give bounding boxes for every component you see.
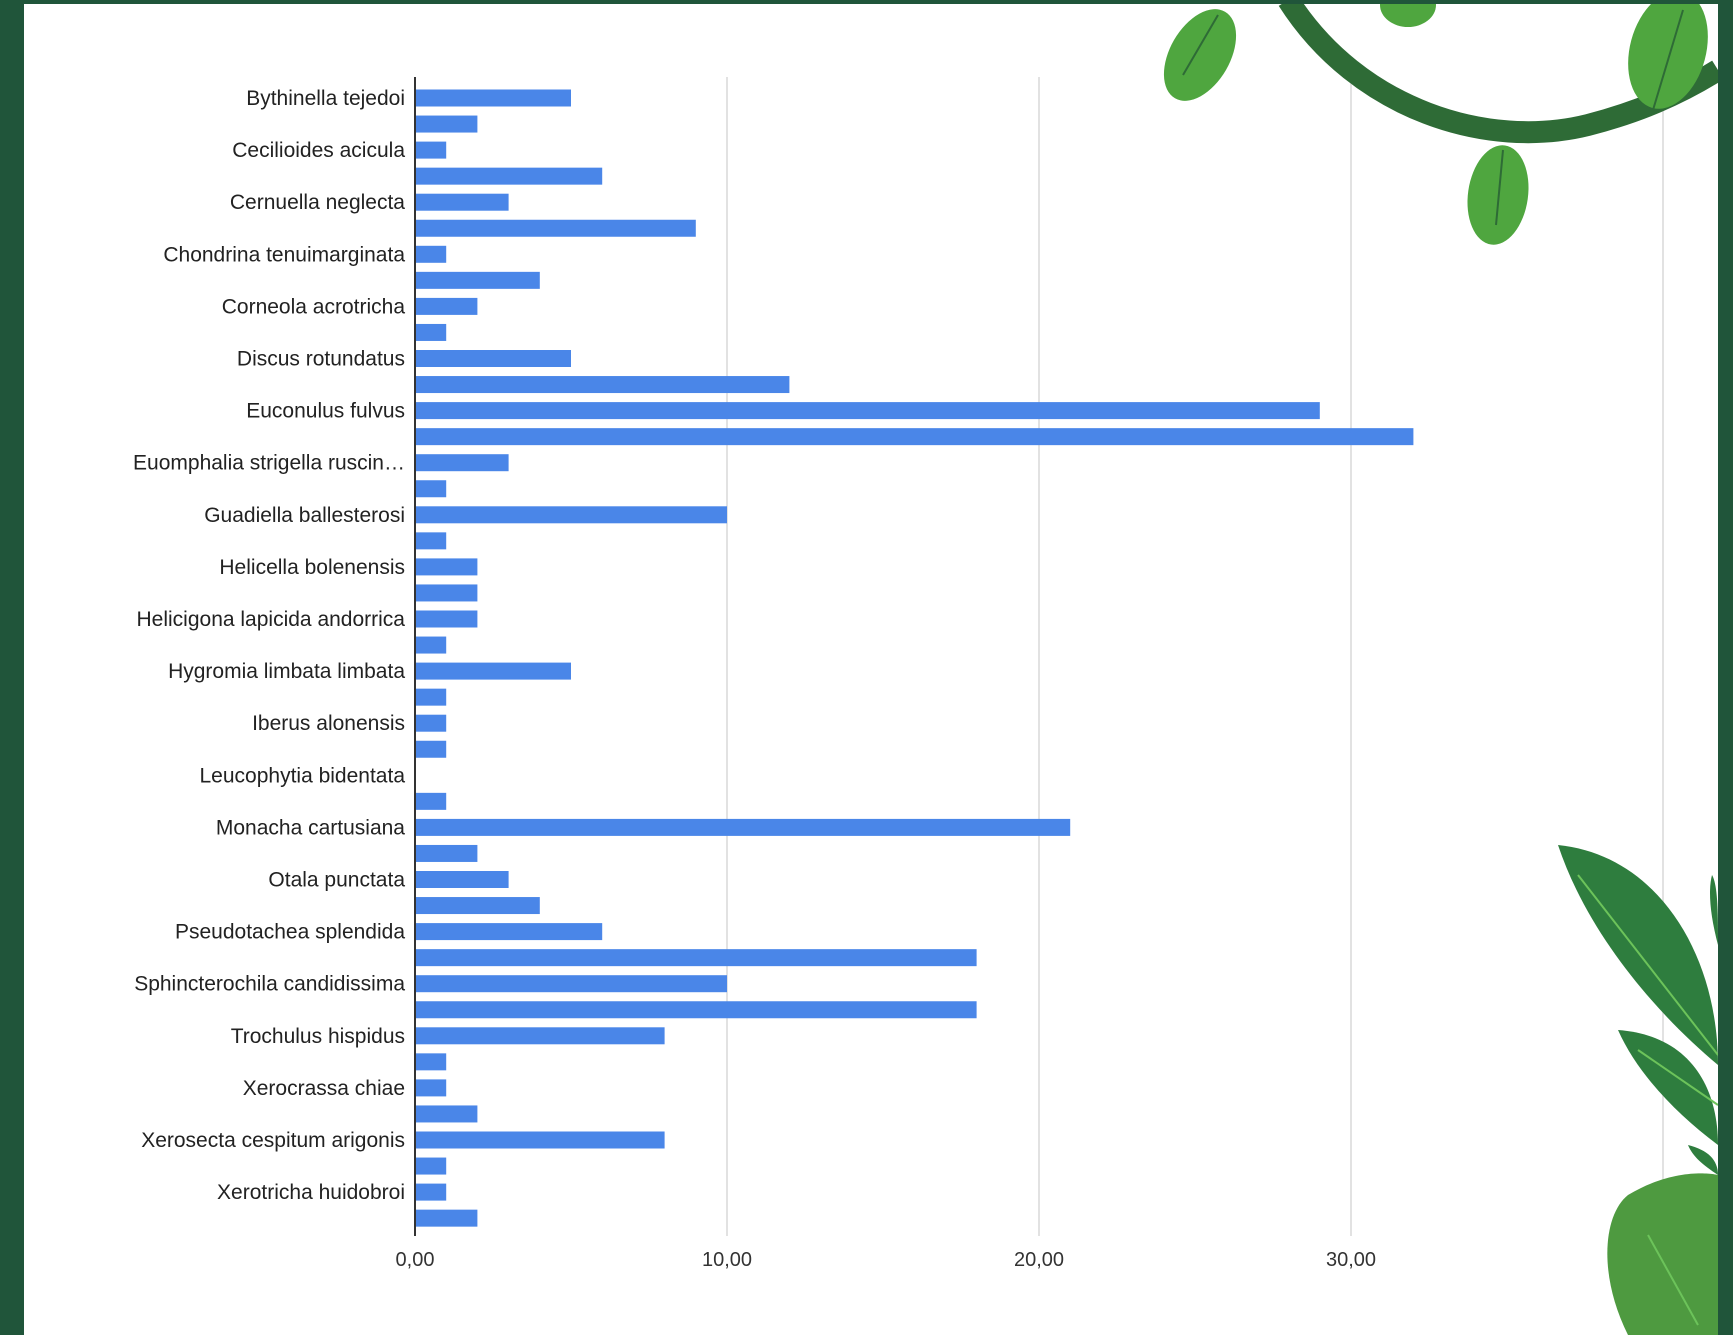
bar	[415, 141, 447, 159]
bar	[415, 792, 447, 810]
category-label: Helicella bolenensis	[219, 556, 405, 579]
bar	[415, 1183, 447, 1201]
category-labels: Bythinella tejedoi Cecilioides acicula Cer…	[133, 87, 405, 1204]
bar	[415, 297, 478, 315]
bar	[415, 949, 977, 967]
leaf-decoration-bottom	[1558, 845, 1718, 1335]
left-border	[0, 0, 24, 1335]
bar	[415, 923, 603, 941]
bar	[415, 428, 1414, 446]
category-label: Leucophytia bidentata	[200, 764, 406, 787]
category-label: Euomphalia strigella ruscin…	[133, 452, 405, 475]
bar	[415, 1079, 447, 1097]
x-tick-label: 0,00	[396, 1249, 435, 1271]
bar	[415, 975, 727, 993]
category-label: Otala punctata	[268, 869, 405, 892]
category-label: Discus rotundatus	[237, 348, 405, 371]
bar	[415, 376, 790, 394]
category-label: Monacha cartusiana	[216, 816, 405, 839]
bar	[415, 897, 540, 915]
vine-decoration-top	[1163, 4, 1718, 245]
bar	[415, 350, 571, 367]
category-label: Guadiella ballesterosi	[204, 504, 405, 527]
x-tick-label: 30,00	[1326, 1249, 1376, 1271]
category-label: Hygromia limbata limbata	[168, 660, 405, 683]
bar	[415, 1131, 665, 1149]
category-label: Bythinella tejedoi	[246, 87, 405, 110]
bar	[415, 714, 447, 732]
category-label: Iberus alonensis	[252, 712, 405, 735]
bar	[415, 167, 603, 185]
bar	[415, 1209, 478, 1227]
x-axis-ticks: 0,00 10,00 20,00 30,00	[396, 1249, 1377, 1271]
bar	[415, 1157, 447, 1175]
bar	[415, 219, 696, 237]
category-label: Helicigona lapicida andorrica	[137, 608, 406, 631]
category-label: Cecilioides acicula	[232, 139, 405, 162]
category-label: Cernuella neglecta	[230, 191, 405, 214]
category-label: Corneola acrotricha	[222, 295, 406, 318]
bar	[415, 323, 447, 341]
bar	[415, 271, 540, 289]
bar	[415, 402, 1320, 420]
bar	[415, 193, 509, 211]
category-label: Chondrina tenuimarginata	[163, 243, 405, 266]
bar	[415, 115, 478, 133]
category-label: Sphincterochila candidissima	[134, 973, 405, 996]
bar	[415, 506, 727, 524]
category-label: Euconulus fulvus	[246, 400, 405, 423]
bar-chart: Bythinella tejedoi Cecilioides acicula Cer…	[133, 77, 1664, 1271]
bar	[415, 662, 571, 680]
bar	[415, 1053, 447, 1071]
bar	[415, 584, 478, 602]
bar	[415, 740, 447, 758]
x-tick-label: 20,00	[1014, 1249, 1064, 1271]
bar	[415, 818, 1071, 836]
category-label: Trochulus hispidus	[231, 1025, 405, 1048]
bar	[415, 454, 509, 472]
bar	[415, 610, 478, 628]
category-label: Xerocrassa chiae	[243, 1077, 405, 1100]
bar	[415, 1105, 478, 1123]
category-label: Pseudotachea splendida	[175, 921, 405, 944]
bar	[415, 245, 447, 263]
bar	[415, 688, 447, 706]
bar	[415, 1001, 977, 1019]
category-label: Xerotricha huidobroi	[217, 1181, 405, 1204]
bar	[415, 558, 478, 576]
bar	[415, 89, 571, 107]
bar	[415, 532, 447, 550]
chart-frame: Bythinella tejedoi Cecilioides acicula Cer…	[24, 4, 1718, 1335]
x-tick-label: 10,00	[702, 1249, 752, 1271]
bar	[415, 1027, 665, 1045]
bar	[415, 844, 478, 862]
category-label: Xerosecta cespitum arigonis	[141, 1129, 405, 1152]
bar	[415, 480, 447, 498]
bar	[415, 636, 447, 654]
bar	[415, 871, 509, 888]
bars	[415, 89, 1414, 1227]
